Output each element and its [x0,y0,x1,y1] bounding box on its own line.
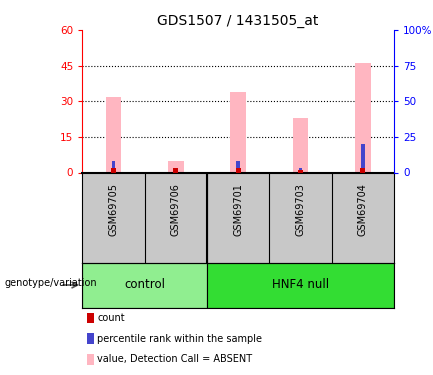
Bar [168,160,184,172]
Bar [355,63,371,173]
Text: genotype/variation: genotype/variation [4,278,97,288]
Bar [111,168,116,172]
Text: control: control [124,279,165,291]
Bar [299,168,302,172]
Text: GSM69706: GSM69706 [171,183,181,236]
Bar [207,262,394,308]
Bar [173,168,178,172]
Bar [360,168,365,172]
Title: GDS1507 / 1431505_at: GDS1507 / 1431505_at [158,13,319,28]
Text: count: count [97,313,125,323]
Bar [230,92,246,172]
Text: HNF4 null: HNF4 null [272,279,329,291]
Bar [82,262,207,308]
Text: percentile rank within the sample: percentile rank within the sample [97,334,262,344]
Bar [236,168,241,172]
Bar [293,118,308,172]
Text: GSM69701: GSM69701 [233,183,243,236]
Bar [112,160,115,172]
Bar [106,96,121,172]
Bar [361,144,365,172]
Text: GSM69703: GSM69703 [295,183,306,236]
Bar [236,160,240,172]
Text: GSM69705: GSM69705 [108,183,119,236]
Bar [298,170,303,172]
Text: GSM69704: GSM69704 [358,183,368,236]
Text: value, Detection Call = ABSENT: value, Detection Call = ABSENT [97,354,252,364]
